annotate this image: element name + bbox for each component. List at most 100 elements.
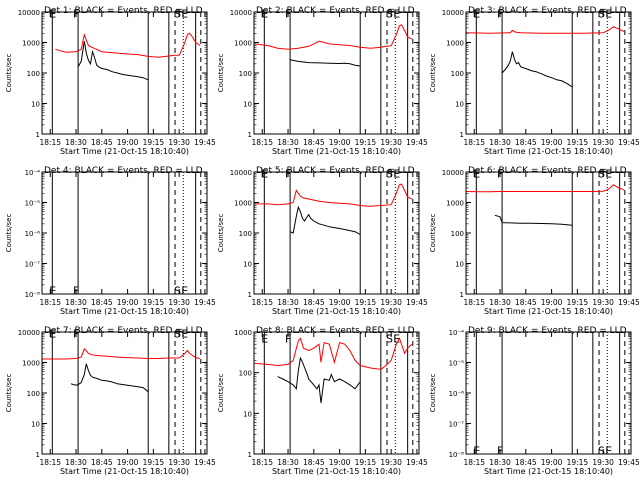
- x-tick-label: 18:15: [463, 458, 485, 467]
- x-axis-label: Start Time (21-Oct-15 18:10:40): [60, 147, 189, 156]
- x-tick-label: 19:15: [567, 458, 589, 467]
- y-axis-label: Counts/sec: [5, 54, 13, 93]
- x-tick-label: 18:30: [277, 138, 299, 147]
- y-tick-label: 100: [239, 70, 252, 78]
- y-tick-label: 10⁻⁸: [25, 291, 41, 299]
- marker-letter: E: [473, 167, 480, 180]
- marker-letter: F: [285, 332, 291, 345]
- events-series-line: [77, 41, 149, 81]
- x-tick-label: 19:00: [329, 458, 351, 467]
- x-tick-label: 19:45: [618, 138, 640, 147]
- x-axis-label: Start Time (21-Oct-15 18:10:40): [60, 467, 189, 476]
- y-tick-label: 10⁻⁵: [449, 360, 465, 368]
- y-tick-label: 10⁻⁸: [449, 451, 465, 459]
- x-tick-label: 19:00: [541, 298, 563, 307]
- marker-letter: E: [181, 327, 188, 340]
- y-tick-label: 10: [243, 410, 252, 418]
- x-tick-label: 18:45: [91, 458, 113, 467]
- x-tick-label: 19:15: [143, 458, 165, 467]
- x-tick-label: 19:45: [406, 458, 428, 467]
- x-tick-label: 19:30: [168, 458, 190, 467]
- x-tick-label: 19:30: [592, 458, 614, 467]
- x-tick-label: 19:45: [194, 458, 216, 467]
- x-tick-label: 19:15: [143, 138, 165, 147]
- marker-letter: E: [393, 332, 400, 345]
- events-series-line: [290, 59, 361, 67]
- y-tick-label: 1: [248, 451, 252, 459]
- y-axis-label: Counts/sec: [217, 374, 225, 413]
- y-tick-label: 1000: [234, 329, 252, 337]
- x-tick-label: 18:15: [251, 138, 273, 147]
- lld-series-line: [465, 26, 625, 34]
- panel-title: Det 2: BLACK = Events, RED = LLD: [256, 6, 415, 16]
- x-tick-label: 19:15: [567, 298, 589, 307]
- x-tick-label: 19:30: [168, 138, 190, 147]
- x-tick-label: 18:30: [277, 458, 299, 467]
- marker-letter: E: [261, 332, 268, 345]
- marker-letter: E: [605, 167, 612, 180]
- y-tick-label: 100: [27, 390, 40, 398]
- panel-det-1: Det 1: BLACK = Events, RED = LLDEFSE1101…: [5, 6, 216, 156]
- marker-letter: E: [473, 445, 480, 458]
- marker-letter: E: [261, 7, 268, 20]
- x-tick-label: 18:45: [515, 138, 537, 147]
- x-tick-label: 18:15: [39, 298, 61, 307]
- x-tick-label: 18:15: [39, 458, 61, 467]
- lld-series-line: [55, 32, 201, 58]
- x-tick-label: 18:45: [303, 138, 325, 147]
- x-axis-label: Start Time (21-Oct-15 18:10:40): [272, 307, 401, 316]
- x-tick-label: 19:15: [355, 298, 377, 307]
- marker-letter: S: [386, 7, 393, 20]
- y-tick-label: 1000: [234, 40, 252, 48]
- panel-det-4: Det 4: BLACK = Events, RED = LLDEFSE10⁻⁸…: [5, 166, 216, 316]
- x-tick-label: 18:30: [489, 138, 511, 147]
- y-axis-label: Counts/sec: [217, 54, 225, 93]
- marker-letter: E: [181, 285, 188, 298]
- x-tick-label: 19:30: [380, 458, 402, 467]
- x-tick-label: 19:45: [194, 138, 216, 147]
- x-tick-label: 19:45: [194, 298, 216, 307]
- panel-title: Det 5: BLACK = Events, RED = LLD: [256, 166, 415, 176]
- y-axis-label: Counts/sec: [5, 214, 13, 253]
- x-tick-label: 19:30: [168, 298, 190, 307]
- lld-series-line: [254, 183, 413, 207]
- x-axis-label: Start Time (21-Oct-15 18:10:40): [272, 467, 401, 476]
- x-tick-label: 19:00: [541, 138, 563, 147]
- y-tick-label: 1000: [234, 200, 252, 208]
- y-tick-label: 10000: [230, 9, 252, 17]
- y-tick-label: 1000: [446, 40, 464, 48]
- x-tick-label: 19:00: [117, 458, 139, 467]
- x-tick-label: 18:30: [65, 138, 87, 147]
- marker-letter: S: [598, 445, 605, 458]
- y-tick-label: 1000: [22, 360, 40, 368]
- x-tick-label: 18:45: [303, 298, 325, 307]
- x-tick-label: 19:15: [355, 458, 377, 467]
- y-tick-label: 1000: [22, 40, 40, 48]
- x-axis-label: Start Time (21-Oct-15 18:10:40): [484, 307, 613, 316]
- x-axis-label: Start Time (21-Oct-15 18:10:40): [60, 307, 189, 316]
- marker-letter: E: [261, 167, 268, 180]
- y-tick-label: 1: [36, 131, 40, 139]
- plot-frame: [41, 11, 208, 135]
- y-tick-label: 100: [451, 70, 464, 78]
- y-tick-label: 100: [239, 230, 252, 238]
- y-tick-label: 10⁻⁶: [449, 390, 465, 398]
- panel-title: Det 4: BLACK = Events, RED = LLD: [44, 166, 203, 176]
- marker-letter: S: [174, 327, 181, 340]
- y-tick-label: 10000: [18, 329, 40, 337]
- x-axis-label: Start Time (21-Oct-15 18:10:40): [484, 467, 613, 476]
- y-tick-label: 10⁻⁷: [449, 421, 465, 429]
- y-axis-label: Counts/sec: [429, 374, 437, 413]
- x-tick-label: 19:00: [117, 138, 139, 147]
- y-axis-label: Counts/sec: [429, 214, 437, 253]
- y-tick-label: 10: [455, 101, 464, 109]
- panel-det-6: Det 6: BLACK = Events, RED = LLDEFSE1101…: [429, 166, 640, 316]
- events-series-line: [501, 51, 573, 88]
- marker-letter: E: [49, 327, 56, 340]
- panel-title: Det 3: BLACK = Events, RED = LLD: [468, 6, 627, 16]
- plot-frame: [41, 331, 208, 455]
- y-axis-label: Counts/sec: [5, 374, 13, 413]
- panel-title: Det 7: BLACK = Events, RED = LLD: [44, 326, 203, 336]
- y-tick-label: 10: [243, 101, 252, 109]
